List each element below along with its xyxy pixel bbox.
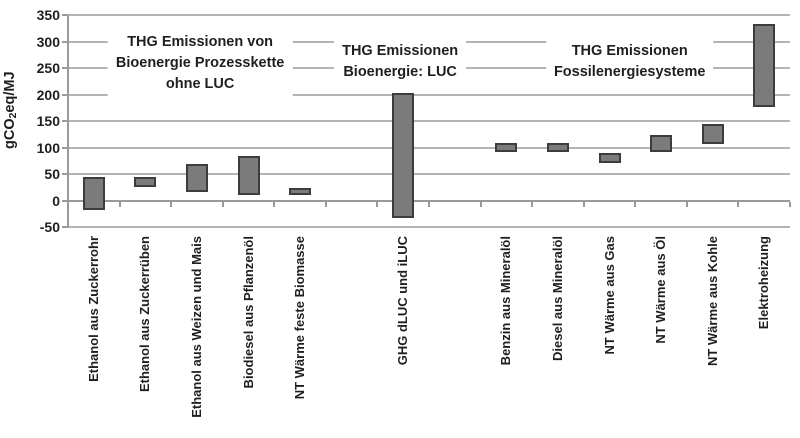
x-axis-tick [273,201,276,207]
y-tick-label: 200 [36,86,60,103]
x-axis-tick [685,201,688,207]
y-tick-label: 350 [36,7,60,23]
y-axis-tick [62,67,68,69]
range-bar [134,177,157,187]
range-bar [701,124,724,145]
x-axis-tick [324,201,327,207]
annotation-line: Bioenergie: LUC [343,64,457,80]
range-bar [598,153,621,163]
x-axis-tick [221,201,224,207]
x-axis-tick [634,201,637,207]
y-tick-label: 50 [44,166,60,182]
annotation-line: Fossilenergiesysteme [553,64,706,80]
range-bar [546,142,569,153]
x-category-label: NT Wärme feste Biomasse [292,236,308,400]
y-axis-tick [62,40,68,43]
gridline [68,146,790,149]
y-axis-tick [62,173,68,175]
y-tick-label: -50 [39,219,60,235]
y-tick-label: 300 [36,33,60,50]
range-bar [650,134,673,153]
range-bar [185,164,208,192]
y-axis-tick [62,93,68,96]
range-bar [82,177,105,211]
range-bar [495,142,518,153]
y-axis-tick [62,199,68,202]
x-category-label: NT Wärme aus Kohle [704,236,720,367]
x-axis-tick [376,201,379,207]
annotation-box: THG Emissionen Bioenergie: LUC [334,39,467,85]
category-axis-line [68,199,790,202]
gridline [68,120,790,122]
y-tick-label: 100 [36,139,60,156]
x-category-label: Elektroheizung [756,236,772,330]
y-tick-label: 250 [36,60,60,76]
x-category-label: Benzin aus Mineralöl [498,236,514,366]
x-category-label: Ethanol aus Zuckerrüben [137,236,153,393]
gridline [68,14,790,16]
annotation-line: THG Emissionen von [127,34,274,50]
y-axis-title: gCO2eq/MJ [2,35,19,185]
x-axis-tick [428,201,430,207]
x-category-label: GHG dLUC und iLUC [395,236,411,366]
annotation-box: THG Emissionen Fossilenergiesysteme [545,39,714,85]
annotation-line: THG Emissionen [571,43,688,59]
annotation-line: ohne LUC [165,76,235,92]
annotation-line: THG Emissionen [342,43,459,59]
x-axis-tick [582,201,585,207]
range-bar [237,156,260,195]
x-axis-tick [737,201,740,207]
x-axis-tick [479,201,482,207]
gridline [68,93,790,96]
annotation-line: Bioenergie Prozesskette [115,55,285,71]
range-bar [392,92,415,219]
x-category-label: Ethanol aus Weizen und Mais [188,236,204,418]
x-category-label: Biodiesel aus Pflanzenöl [240,236,256,389]
range-bar [289,187,312,195]
y-axis-tick [62,226,68,228]
y-tick-label: 0 [52,192,60,209]
x-category-label: Diesel aus Mineralöl [549,236,565,361]
range-bar [753,23,776,108]
x-axis-tick [789,201,791,207]
x-axis-tick [170,201,173,207]
gridline [68,173,790,175]
x-category-label: NT Wärme aus Öl [653,236,669,344]
gridline [68,226,790,228]
value-axis-line [67,15,69,227]
x-axis-tick [118,201,121,207]
annotation-box: THG Emissionen von Bioenergie Prozesskett… [107,30,293,97]
x-axis-tick [531,201,534,207]
y-axis-tick [62,120,68,122]
y-tick-label: 150 [36,113,60,129]
y-axis-tick [62,146,68,149]
x-category-label: Ethanol aus Zuckerrohr [85,236,101,382]
y-axis-tick [62,14,68,16]
x-category-label: NT Wärme aus Gas [601,236,617,355]
